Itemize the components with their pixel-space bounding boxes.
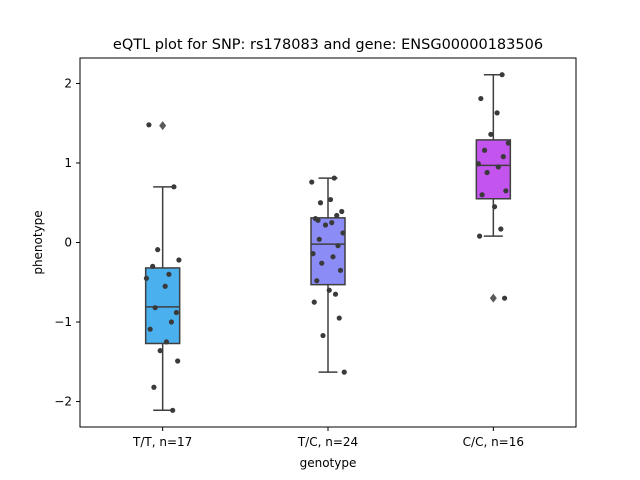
data-point <box>316 236 322 242</box>
data-point <box>335 243 341 249</box>
data-point <box>484 169 490 176</box>
data-point <box>339 208 345 215</box>
data-point <box>334 212 340 219</box>
data-point <box>475 161 481 167</box>
data-point <box>322 222 329 228</box>
data-point <box>498 226 504 232</box>
y-tick-label: −1 <box>54 315 72 329</box>
data-point <box>166 271 172 277</box>
data-point <box>327 196 334 203</box>
data-point <box>151 384 157 390</box>
data-point <box>309 179 315 185</box>
data-point <box>499 72 505 78</box>
data-point <box>495 164 501 170</box>
data-point <box>310 251 316 257</box>
data-point <box>326 287 332 293</box>
data-point <box>341 369 347 375</box>
y-axis: −2 −1 0 1 2 <box>54 76 80 409</box>
data-point <box>317 200 324 206</box>
data-point <box>501 295 508 301</box>
data-point <box>476 233 483 239</box>
data-point <box>340 230 346 236</box>
plot-area <box>143 72 512 413</box>
data-point <box>329 220 335 226</box>
outlier-marker <box>159 121 167 131</box>
y-tick-label: 2 <box>64 76 72 90</box>
data-point <box>176 257 182 263</box>
data-point <box>503 188 509 194</box>
data-point <box>481 147 488 153</box>
x-tick-label: C/C, n=16 <box>463 435 524 449</box>
y-tick-label: 1 <box>64 156 72 170</box>
data-point <box>319 260 325 266</box>
data-point <box>315 217 321 223</box>
data-point <box>147 326 153 332</box>
box-group-1 <box>143 121 182 413</box>
data-point <box>479 192 485 198</box>
data-point <box>163 339 170 345</box>
data-point <box>150 263 156 269</box>
data-point <box>320 332 326 339</box>
data-point <box>168 319 175 325</box>
data-point <box>175 358 181 364</box>
data-point <box>337 267 344 273</box>
data-point <box>491 204 498 210</box>
data-point <box>332 291 339 297</box>
data-point <box>336 315 342 321</box>
data-point <box>146 122 152 128</box>
y-tick-label: −2 <box>54 395 72 409</box>
x-tick-label: T/T, n=17 <box>132 435 192 449</box>
data-point <box>171 184 177 190</box>
data-point <box>331 175 337 181</box>
y-tick-label: 0 <box>64 236 72 250</box>
data-point <box>143 275 150 281</box>
data-point <box>478 95 484 102</box>
outlier-marker <box>489 293 497 303</box>
data-point <box>170 407 176 413</box>
data-point <box>157 348 163 354</box>
data-point <box>500 154 506 160</box>
data-point <box>173 309 180 316</box>
box-group-2 <box>309 175 347 375</box>
x-tick-label: T/C, n=24 <box>297 435 358 449</box>
x-axis: T/T, n=17 T/C, n=24 C/C, n=16 <box>132 427 524 449</box>
y-axis-label: phenotype <box>31 210 45 274</box>
data-point <box>311 299 317 305</box>
data-point <box>330 254 336 260</box>
data-point <box>505 140 511 146</box>
box <box>310 217 346 286</box>
data-point <box>155 247 161 253</box>
data-point <box>488 131 494 137</box>
box <box>144 267 181 345</box>
x-axis-label: genotype <box>300 456 357 470</box>
data-point <box>162 283 168 289</box>
data-point <box>152 305 158 311</box>
chart-title: eQTL plot for SNP: rs178083 and gene: EN… <box>113 37 543 53</box>
box-group-3 <box>475 72 512 303</box>
data-point <box>314 278 320 284</box>
data-point <box>494 110 500 116</box>
